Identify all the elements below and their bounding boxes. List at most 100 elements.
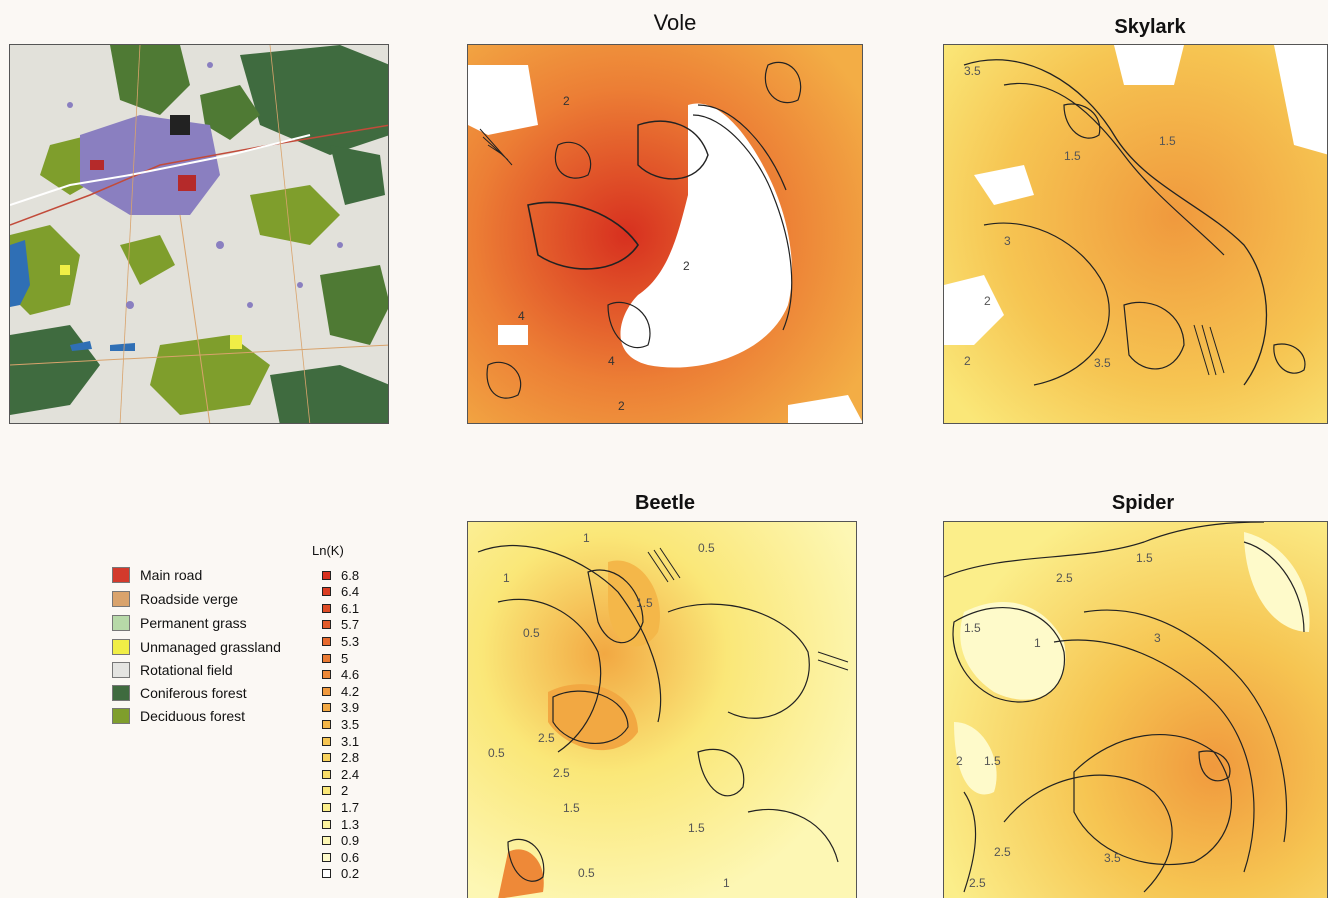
lnk-swatch [322,570,331,580]
lnk-swatch [322,719,331,729]
spider-heatmap: 2.5 1.5 1 3 1.5 1.5 2 2.5 3.5 2.5 [943,521,1328,898]
beetle-contour-label: 0.5 [488,746,505,760]
lnk-legend-item: 0.2 [322,866,359,882]
skylark-contour-label: 3.5 [1094,356,1111,370]
lnk-label: 2 [341,783,349,799]
legend-label: Roadside verge [140,591,239,607]
lnk-swatch [322,769,331,779]
legend-swatch [112,591,130,607]
lnk-swatch [322,852,331,862]
spider-contour-label: 2 [956,754,963,768]
legend-item-rotational-field: Rotational field [112,660,233,680]
beetle-contour-label: 1 [503,571,510,585]
lnk-label: 5.7 [341,617,360,633]
lnk-legend-item: 2.8 [322,750,359,766]
beetle-contour-label: 1.5 [636,596,653,610]
lnk-legend-item: 0.9 [322,833,359,849]
legend-item-deciduous-forest: Deciduous forest [112,706,245,726]
lnk-legend-item: 2.4 [322,766,359,782]
beetle-contour-label: 0.5 [523,626,540,640]
legend-item-coniferous-forest: Coniferous forest [112,683,247,703]
lnk-swatch [322,653,331,663]
lnk-swatch [322,587,331,597]
spider-contour-label: 3 [1154,631,1161,645]
lnk-swatch [322,603,331,613]
vole-title: Vole [653,10,697,35]
lnk-legend-item: 1.7 [322,799,359,815]
lnk-label: 2.8 [341,750,360,766]
vole-contour-label: 2 [683,259,690,273]
lnk-legend-item: 2 [322,783,348,799]
lnk-label: 4.6 [341,667,360,683]
legend-label: Coniferous forest [140,685,247,701]
lnk-label: 3.5 [341,716,360,732]
lnk-swatch [322,703,331,713]
lnk-label: 4.2 [341,683,360,699]
landuse-map-svg [10,45,388,423]
lnk-legend-item: 5 [322,650,348,666]
vole-heatmap: 4 2 4 2 2 [467,44,863,424]
beetle-title: Beetle [634,492,696,514]
beetle-contour-label: 1.5 [688,821,705,835]
lnk-label: 0.9 [341,833,360,849]
legend-label: Deciduous forest [140,708,246,724]
spider-contour-label: 2.5 [1056,571,1073,585]
legend-label: Permanent grass [140,615,247,631]
lnk-label: 1.7 [341,799,360,815]
beetle-contour-label: 1 [723,876,730,890]
skylark-contour-label: 1.5 [1159,134,1176,148]
skylark-heatmap-svg: 3.5 1.5 3 1.5 2 3.5 2 [944,45,1327,423]
lnk-legend-item: 6.4 [322,584,359,600]
lnk-legend-item: 3.9 [322,700,359,716]
legend-label: Rotational field [140,662,233,678]
spider-title: Spider [1111,492,1175,514]
lnk-label: 3.1 [341,733,360,749]
skylark-contour-label: 3 [1004,234,1011,248]
vole-contour-label: 4 [608,354,615,368]
lnk-swatch [322,686,331,696]
vole-contour-label: 2 [563,94,570,108]
legend-item-main-road: Main road [112,565,202,585]
legend-swatch [112,615,130,631]
beetle-heatmap-svg: 1 1.5 0.5 0.5 1 2.5 0.5 2.5 1.5 0.5 1.5 … [468,522,856,898]
lnk-legend-item: 6.8 [322,567,359,583]
spider-contour-label: 1.5 [964,621,981,635]
lnk-swatch [322,620,331,630]
lnk-legend-item: 4.6 [322,667,359,683]
spider-contour-label: 3.5 [1104,851,1121,865]
beetle-contour-label: 2.5 [538,731,555,745]
vole-contour-label: 4 [518,309,525,323]
legend-swatch [112,662,130,678]
spider-contour-label: 1.5 [984,754,1001,768]
beetle-heatmap: 1 1.5 0.5 0.5 1 2.5 0.5 2.5 1.5 0.5 1.5 … [467,521,857,898]
legend-item-permanent-grass: Permanent grass [112,613,247,633]
lnk-label: 0.2 [341,866,360,882]
skylark-contour-label: 2 [984,294,991,308]
legend-swatch [112,708,130,724]
lnk-label: 6.1 [341,600,360,616]
beetle-contour-label: 1.5 [563,801,580,815]
legend-label: Unmanaged grassland [140,639,281,655]
landuse-map [9,44,389,424]
legend-item-roadside-verge: Roadside verge [112,589,238,609]
legend-item-unmanaged-grassland: Unmanaged grassland [112,637,281,657]
lnk-swatch [322,836,331,846]
lnk-label: 5 [341,650,349,666]
lnk-label: 5.3 [341,633,360,649]
vole-heatmap-svg: 4 2 4 2 2 [468,45,862,423]
legend-swatch [112,567,130,583]
skylark-contour-label: 2 [964,354,971,368]
skylark-contour-label: 1.5 [1064,149,1081,163]
vole-contour-label: 2 [618,399,625,413]
lnk-label: 3.9 [341,700,360,716]
lnk-legend-item: 6.1 [322,600,359,616]
lnk-legend-item: 5.3 [322,633,359,649]
beetle-contour-label: 0.5 [698,541,715,555]
lnk-legend-item: 1.3 [322,816,359,832]
legend-label: Main road [140,567,203,583]
lnk-swatch [322,802,331,812]
lnk-legend-item: 3.5 [322,716,359,732]
lnk-legend-item: 3.1 [322,733,359,749]
lnk-swatch [322,753,331,763]
lnk-swatch [322,670,331,680]
